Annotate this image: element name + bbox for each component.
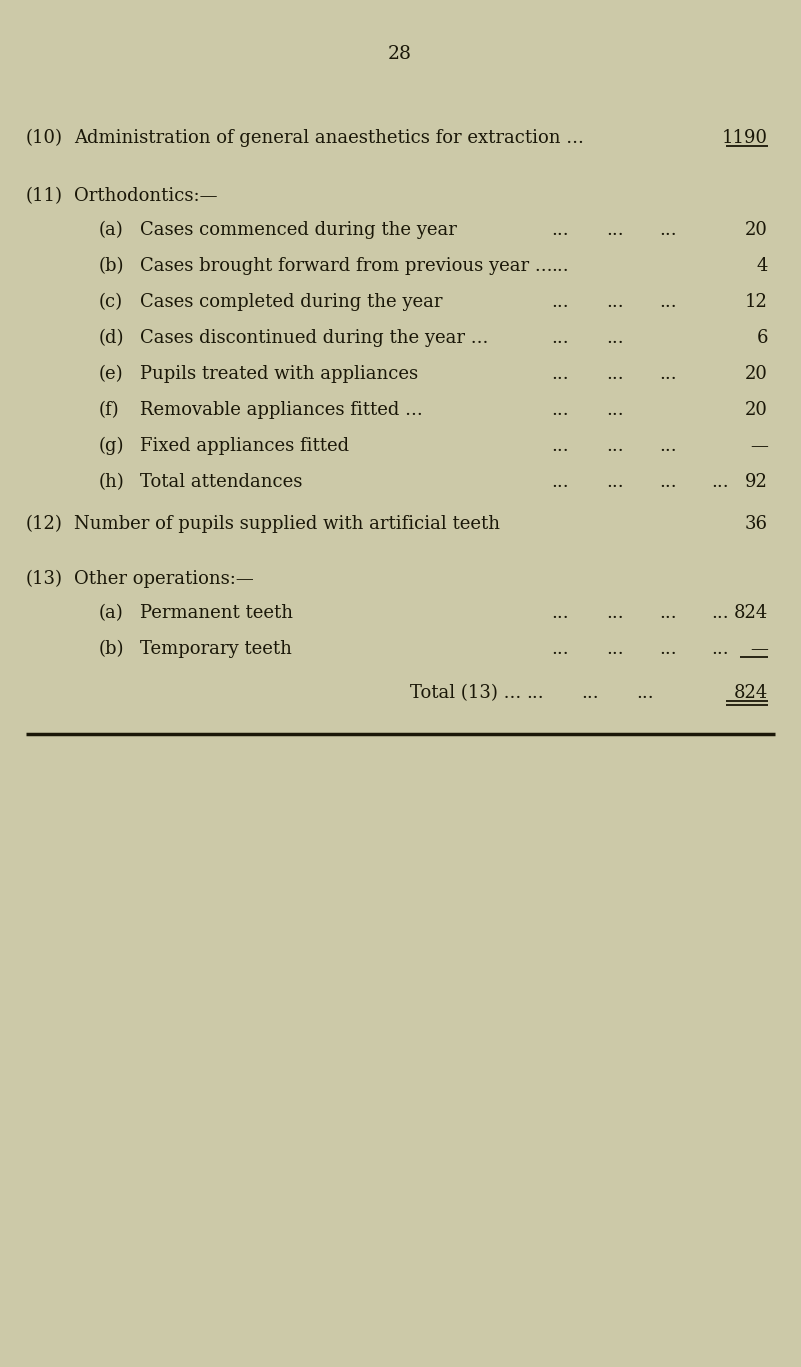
Text: ...: ...	[606, 293, 624, 312]
Text: ...: ...	[582, 684, 599, 703]
Text: Temporary teeth: Temporary teeth	[140, 640, 292, 658]
Text: ...: ...	[551, 329, 569, 347]
Text: ...: ...	[659, 365, 677, 383]
Text: ...: ...	[551, 293, 569, 312]
Text: (c): (c)	[99, 293, 123, 312]
Text: Number of pupils supplied with artificial teeth: Number of pupils supplied with artificia…	[74, 515, 500, 533]
Text: Cases discontinued during the year ...: Cases discontinued during the year ...	[140, 329, 489, 347]
Text: Pupils treated with appliances: Pupils treated with appliances	[140, 365, 418, 383]
Text: (g): (g)	[99, 437, 124, 455]
Text: ...: ...	[659, 604, 677, 622]
Text: Cases commenced during the year: Cases commenced during the year	[140, 221, 457, 239]
Text: ...: ...	[551, 640, 569, 658]
Text: Cases completed during the year: Cases completed during the year	[140, 293, 442, 312]
Text: Total attendances: Total attendances	[140, 473, 302, 491]
Text: ...: ...	[606, 640, 624, 658]
Text: —: —	[750, 437, 768, 455]
Text: 20: 20	[745, 221, 768, 239]
Text: (b): (b)	[99, 257, 124, 275]
Text: 1190: 1190	[722, 128, 768, 148]
Text: (d): (d)	[99, 329, 124, 347]
Text: ...: ...	[606, 437, 624, 455]
Text: ...: ...	[551, 604, 569, 622]
Text: ...: ...	[551, 221, 569, 239]
Text: (a): (a)	[99, 604, 123, 622]
Text: Total (13) ...: Total (13) ...	[410, 684, 521, 703]
Text: ...: ...	[659, 640, 677, 658]
Text: 12: 12	[745, 293, 768, 312]
Text: 36: 36	[745, 515, 768, 533]
Text: Cases brought forward from previous year ...: Cases brought forward from previous year…	[140, 257, 553, 275]
Text: Fixed appliances fitted: Fixed appliances fitted	[140, 437, 349, 455]
Text: Removable appliances fitted ...: Removable appliances fitted ...	[140, 401, 423, 420]
Text: 20: 20	[745, 401, 768, 420]
Text: ...: ...	[659, 293, 677, 312]
Text: (f): (f)	[99, 401, 119, 420]
Text: ...: ...	[606, 473, 624, 491]
Text: 20: 20	[745, 365, 768, 383]
Text: ...: ...	[606, 401, 624, 420]
Text: Administration of general anaesthetics for extraction ...: Administration of general anaesthetics f…	[74, 128, 584, 148]
Text: 4: 4	[757, 257, 768, 275]
Text: ...: ...	[659, 437, 677, 455]
Text: 824: 824	[734, 604, 768, 622]
Text: (12): (12)	[26, 515, 62, 533]
Text: ...: ...	[551, 437, 569, 455]
Text: Permanent teeth: Permanent teeth	[140, 604, 293, 622]
Text: (a): (a)	[99, 221, 123, 239]
Text: ...: ...	[606, 365, 624, 383]
Text: —: —	[750, 640, 768, 658]
Text: (h): (h)	[99, 473, 125, 491]
Text: 6: 6	[756, 329, 768, 347]
Text: (10): (10)	[26, 128, 63, 148]
Text: Other operations:—: Other operations:—	[74, 570, 254, 588]
Text: ...: ...	[551, 401, 569, 420]
Text: (e): (e)	[99, 365, 123, 383]
Text: ...: ...	[551, 257, 569, 275]
Text: ...: ...	[659, 473, 677, 491]
Text: ...: ...	[526, 684, 544, 703]
Text: Orthodontics:—: Orthodontics:—	[74, 187, 218, 205]
Text: 824: 824	[734, 684, 768, 703]
Text: ...: ...	[606, 329, 624, 347]
Text: ...: ...	[551, 473, 569, 491]
Text: (13): (13)	[26, 570, 63, 588]
Text: (11): (11)	[26, 187, 63, 205]
Text: 28: 28	[388, 45, 412, 63]
Text: ...: ...	[636, 684, 654, 703]
Text: ...: ...	[606, 221, 624, 239]
Text: ...: ...	[711, 473, 729, 491]
Text: ...: ...	[711, 640, 729, 658]
Text: ...: ...	[551, 365, 569, 383]
Text: (b): (b)	[99, 640, 124, 658]
Text: 92: 92	[745, 473, 768, 491]
Text: ...: ...	[659, 221, 677, 239]
Text: ...: ...	[711, 604, 729, 622]
Text: ...: ...	[606, 604, 624, 622]
